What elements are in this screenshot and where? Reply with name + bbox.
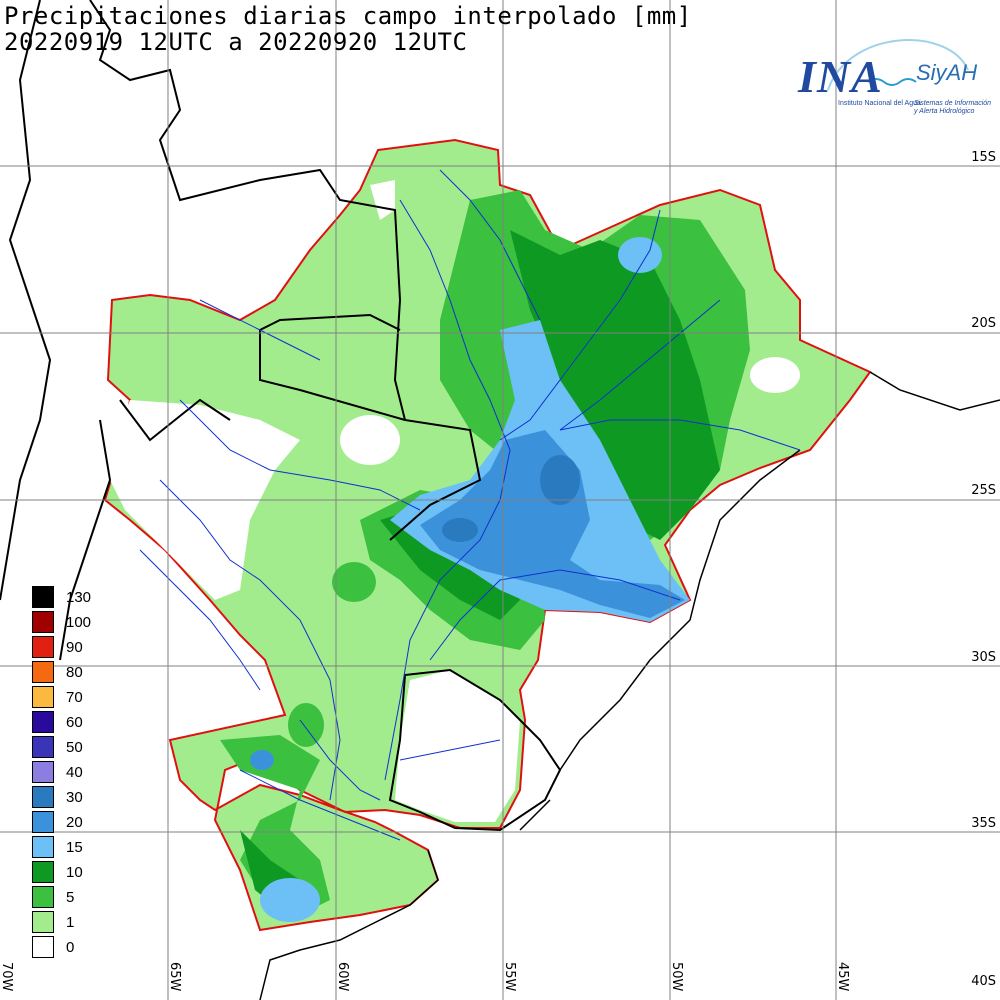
legend-swatch <box>32 611 54 633</box>
legend-item: 90 <box>32 636 142 660</box>
legend-item: 1 <box>32 911 142 935</box>
logo-institute-text: Instituto Nacional del Agua <box>838 100 921 107</box>
legend-item: 50 <box>32 736 142 760</box>
legend-item: 80 <box>32 661 142 685</box>
lat-label-15s: 15S <box>971 150 996 165</box>
logo-siyah-text: SiyAH <box>916 60 978 85</box>
lon-label-55w: 55W <box>502 962 517 992</box>
ina-siyah-logo: INA SiyAH Instituto Nacional del Agua Si… <box>798 30 994 130</box>
zero-area-east <box>750 357 800 393</box>
rain-5mm-cell-b <box>288 703 324 747</box>
legend-item: 70 <box>32 686 142 710</box>
rain-5mm-south <box>220 735 330 915</box>
lat-label-25s: 25S <box>971 483 996 498</box>
lon-label-45w: 45W <box>835 962 850 992</box>
legend-item: 40 <box>32 761 142 785</box>
legend-label: 130 <box>66 589 92 606</box>
legend-swatch <box>32 636 54 658</box>
legend-label: 5 <box>66 889 75 906</box>
legend-item: 130 <box>32 586 142 610</box>
legend-label: 10 <box>66 864 83 881</box>
legend-swatch <box>32 811 54 833</box>
lon-label-70w: 70W <box>0 962 14 992</box>
lat-label-40s: 40S <box>971 974 996 989</box>
rivers <box>139 169 801 841</box>
legend-item: 10 <box>32 861 142 885</box>
rain-30mm-cell-b <box>540 455 580 505</box>
legend-item: 100 <box>32 611 142 635</box>
rain-15mm-south-cell <box>260 878 320 922</box>
zero-area-north <box>370 180 395 220</box>
legend-item: 20 <box>32 811 142 835</box>
legend-label: 40 <box>66 764 83 781</box>
legend-swatch <box>32 686 54 708</box>
legend-swatch <box>32 661 54 683</box>
legend-label: 90 <box>66 639 83 656</box>
legend-label: 20 <box>66 814 83 831</box>
coastline <box>259 371 1000 1000</box>
legend-label: 50 <box>66 739 83 756</box>
lat-label-35s: 35S <box>971 816 996 831</box>
logo-ina-text: INA <box>798 51 883 102</box>
logo-swoosh-icon <box>827 39 969 91</box>
logo-system-text: Sistemas de Información y Alerta Hidroló… <box>914 100 992 115</box>
legend-label: 70 <box>66 689 83 706</box>
legend-item: 30 <box>32 786 142 810</box>
legend-label: 60 <box>66 714 83 731</box>
legend-swatch <box>32 936 54 958</box>
legend-swatch <box>32 786 54 808</box>
legend-item: 5 <box>32 886 142 910</box>
legend-swatch <box>32 736 54 758</box>
legend-swatch <box>32 586 54 608</box>
lat-label-20s: 20S <box>971 316 996 331</box>
legend-label: 15 <box>66 839 83 856</box>
legend-label: 30 <box>66 789 83 806</box>
country-borders <box>0 0 562 832</box>
legend-swatch <box>32 836 54 858</box>
rain-5mm-cell-a <box>332 562 376 602</box>
lon-label-60w: 60W <box>335 962 350 992</box>
lon-label-65w: 65W <box>167 962 182 992</box>
legend-label: 80 <box>66 664 83 681</box>
map-period: 20220919 12UTC a 20220920 12UTC <box>4 28 468 56</box>
lat-label-30s: 30S <box>971 650 996 665</box>
legend-swatch <box>32 761 54 783</box>
map-title: Precipitaciones diarias campo interpolad… <box>4 2 692 30</box>
rain-20mm-cell <box>250 750 274 770</box>
zero-area-uruguay <box>395 670 520 822</box>
rain-20mm <box>420 430 685 618</box>
legend-swatch <box>32 861 54 883</box>
legend-item: 15 <box>32 836 142 860</box>
rain-30mm-cell-a <box>442 518 478 542</box>
legend-label: 100 <box>66 614 92 631</box>
legend-label: 1 <box>66 914 75 931</box>
legend-swatch <box>32 911 54 933</box>
rain-10mm-band <box>510 230 720 540</box>
legend-item: 60 <box>32 711 142 735</box>
zero-area-chaco <box>340 415 400 465</box>
legend-swatch <box>32 711 54 733</box>
lon-label-50w: 50W <box>669 962 684 992</box>
legend-label: 0 <box>66 939 75 956</box>
legend-item: 0 <box>32 936 142 960</box>
legend-swatch <box>32 886 54 908</box>
